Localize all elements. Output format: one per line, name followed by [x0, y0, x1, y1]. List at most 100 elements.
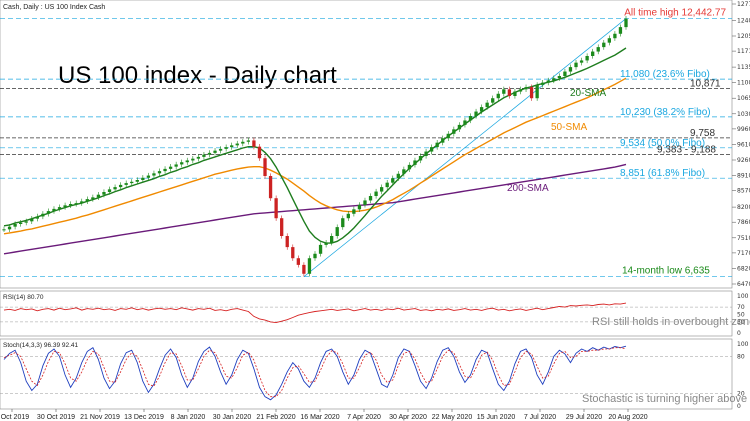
candle-body [57, 207, 62, 209]
x-tick-label: 29 Jul 2020 [566, 414, 602, 421]
y-tick-label: 10650 [737, 95, 750, 102]
candle-body [141, 177, 145, 180]
candle-body [585, 56, 589, 61]
candle-body [263, 158, 267, 176]
candle-body [157, 171, 162, 174]
candle-body [274, 198, 278, 219]
x-axis: 9 Oct 2019 30 Oct 2019 21 Nov 2019 13 Dec 2… [0, 409, 648, 421]
candle-body [19, 222, 23, 224]
candle-body [118, 184, 123, 188]
candle-body [452, 129, 456, 134]
stochastic-panel: 100 80 20 0 [0, 341, 749, 410]
candle-body [24, 221, 28, 223]
candle-body [363, 200, 367, 205]
x-tick-label: 7 Apr 2020 [347, 414, 381, 421]
x-tick-label: 21 Nov 2019 [80, 414, 120, 421]
candle-body [268, 176, 273, 199]
candle-body [402, 169, 406, 174]
candle-body [574, 62, 578, 68]
candle-body [124, 183, 128, 185]
stoch-signal-line [3, 347, 627, 398]
candle-body [541, 82, 545, 85]
y-tick-label: 8910 [737, 173, 750, 180]
candle-body [446, 133, 450, 139]
y-tick-label: 10300 [737, 111, 750, 118]
candle-body [474, 111, 478, 116]
candle-body [496, 93, 500, 99]
candle-body [407, 164, 412, 170]
candle-body [191, 158, 195, 161]
candle-body [535, 84, 539, 99]
candle-body [563, 71, 567, 76]
candle-body [396, 173, 400, 179]
candle-body [441, 138, 445, 143]
candle-body [357, 204, 362, 210]
candle-body [324, 242, 328, 245]
candle-body [218, 148, 223, 151]
candle-body [202, 154, 206, 157]
x-tick-label: 16 Mar 2020 [300, 414, 339, 421]
candle-body [52, 208, 56, 212]
y-tick-label: 12050 [737, 33, 750, 40]
y-tick-label: 7860 [737, 219, 750, 226]
candle-body [185, 160, 189, 163]
sma20-line [3, 47, 627, 244]
y-tick-label: 12770 [737, 1, 750, 8]
candle-body [107, 189, 112, 192]
candle-body [491, 98, 495, 103]
candle-body [479, 107, 484, 112]
candle-body [280, 218, 284, 236]
candle-body [346, 213, 350, 219]
x-tick-label: 20 Aug 2020 [608, 414, 647, 421]
candle-body [374, 191, 378, 196]
candle-body [330, 236, 334, 243]
candle-body [74, 203, 78, 205]
candle-body [113, 187, 117, 190]
candle-body [513, 91, 517, 96]
rsi-header: RSI(14) 80.70 [3, 294, 44, 301]
candle-body [35, 216, 39, 219]
x-tick-label: 21 Feb 2020 [256, 414, 295, 421]
sma50-label: 50-SMA [551, 122, 587, 133]
y-tick-label: 7510 [737, 235, 750, 242]
stoch-tick-label: 0 [737, 403, 741, 410]
candle-body [335, 227, 339, 236]
candle-body [30, 218, 34, 222]
candle-body [102, 192, 106, 195]
candle-body [2, 229, 6, 231]
candle-body [463, 120, 467, 125]
candle-body [591, 51, 595, 56]
x-tick-label: 7 Jul 2020 [524, 414, 556, 421]
level-label: All time high 12,442.77 [624, 8, 726, 19]
candle-body [429, 147, 434, 152]
rsi-tick-label: 100 [737, 293, 749, 300]
candle-body [557, 76, 562, 79]
candle-body [168, 166, 173, 169]
candle-body [7, 226, 12, 230]
candle-body [318, 244, 323, 254]
candle-body [613, 33, 617, 39]
sma50-line [3, 77, 627, 235]
candle-body [457, 124, 462, 130]
candle-body [174, 164, 178, 167]
x-tick-label: 9 Oct 2019 [0, 414, 29, 421]
level-label: 9,383 - 9,188 [657, 145, 716, 156]
candle-body [207, 152, 212, 155]
candle-body [213, 150, 217, 153]
candle-body [307, 258, 312, 274]
y-tick-label: 9610 [737, 141, 750, 148]
candle-body [96, 194, 101, 198]
level-label: 9,758 [690, 128, 715, 139]
candle-body [552, 78, 556, 81]
candle-body [63, 205, 67, 208]
x-tick-label: 30 Jan 2020 [213, 414, 252, 421]
level-label: 14-month low 6,635 [622, 266, 710, 277]
candle-body [607, 38, 611, 43]
candle-body [257, 146, 262, 159]
candle-body [146, 175, 151, 178]
candle-body [246, 140, 251, 142]
candle-body [241, 141, 245, 144]
y-tick-label: 6470 [737, 281, 750, 288]
